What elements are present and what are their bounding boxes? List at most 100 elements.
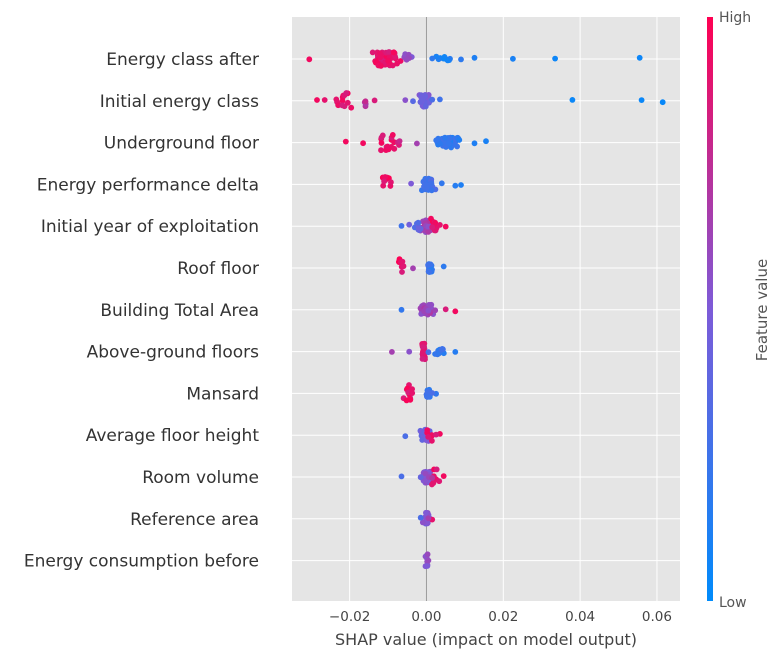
shap-point bbox=[442, 306, 449, 313]
shap-point bbox=[428, 180, 435, 187]
shap-point bbox=[419, 437, 426, 443]
shap-point bbox=[438, 180, 445, 187]
shap-point bbox=[424, 394, 431, 400]
shap-point bbox=[399, 269, 405, 275]
shap-point bbox=[442, 134, 448, 141]
x-tick-label: 0.04 bbox=[565, 609, 595, 625]
shap-point bbox=[659, 99, 666, 106]
shap-point bbox=[377, 54, 384, 61]
shap-point bbox=[423, 181, 430, 188]
shap-point bbox=[343, 90, 350, 96]
shap-point bbox=[360, 140, 366, 147]
shap-point bbox=[379, 132, 386, 139]
shap-point bbox=[415, 219, 422, 226]
colorbar-title: Feature value bbox=[753, 259, 771, 361]
shap-point bbox=[421, 350, 427, 356]
shap-point bbox=[437, 96, 443, 103]
shap-point bbox=[409, 386, 415, 392]
shap-point bbox=[445, 140, 452, 147]
shap-point bbox=[389, 349, 395, 355]
shap-point bbox=[339, 102, 346, 109]
shap-point bbox=[400, 263, 407, 270]
shap-point bbox=[381, 178, 387, 185]
shap-point bbox=[419, 519, 426, 526]
shap-point bbox=[389, 132, 396, 138]
shap-point bbox=[416, 225, 422, 232]
shap-point bbox=[314, 97, 320, 103]
x-tick-label: −0.02 bbox=[329, 609, 370, 625]
beeswarm-points bbox=[306, 49, 666, 570]
colorbar-high-label: High bbox=[719, 10, 751, 26]
feature-label: Building Total Area bbox=[100, 301, 259, 321]
shap-point bbox=[371, 97, 378, 104]
feature-label: Roof floor bbox=[177, 259, 259, 279]
shap-point bbox=[410, 265, 416, 272]
shap-point bbox=[440, 473, 447, 479]
shap-point bbox=[433, 466, 440, 473]
shap-point bbox=[419, 93, 425, 100]
shap-point bbox=[403, 56, 410, 63]
feature-label: Reference area bbox=[130, 510, 259, 530]
feature-label: Underground floor bbox=[104, 134, 259, 154]
shap-point bbox=[425, 307, 432, 314]
shap-point bbox=[385, 57, 391, 64]
feature-label: Mansard bbox=[186, 384, 259, 404]
shap-point bbox=[406, 221, 413, 228]
shap-point bbox=[403, 397, 410, 404]
shap-point bbox=[417, 474, 424, 481]
shap-point bbox=[410, 98, 416, 105]
feature-label: Average floor height bbox=[86, 426, 260, 446]
shap-point bbox=[452, 349, 459, 355]
feature-label: Energy consumption before bbox=[24, 552, 259, 572]
shap-point bbox=[406, 348, 413, 355]
shap-point bbox=[384, 143, 391, 150]
shap-point bbox=[333, 96, 340, 103]
shap-point bbox=[306, 56, 313, 63]
shap-point bbox=[402, 97, 409, 103]
shap-point bbox=[510, 55, 516, 62]
shap-point bbox=[456, 137, 463, 143]
feature-label: Initial energy class bbox=[100, 92, 259, 112]
shap-point bbox=[419, 344, 426, 350]
shap-point bbox=[388, 179, 394, 186]
shap-point bbox=[483, 138, 489, 145]
shap-point bbox=[424, 563, 431, 569]
shap-point bbox=[452, 182, 459, 189]
shap-point bbox=[437, 222, 443, 228]
shap-point bbox=[386, 49, 392, 55]
shap-point bbox=[452, 308, 459, 315]
shap-point bbox=[442, 223, 449, 230]
shap-point bbox=[458, 182, 464, 188]
x-axis-ticks: −0.02 0.00 0.02 0.04 0.06 bbox=[329, 609, 672, 625]
shap-point bbox=[426, 269, 433, 275]
shap-point bbox=[344, 99, 351, 106]
shap-point bbox=[425, 557, 432, 564]
shap-point bbox=[378, 140, 385, 146]
x-tick-label: 0.00 bbox=[411, 609, 441, 625]
x-tick-label: 0.02 bbox=[488, 609, 518, 625]
shap-point bbox=[399, 258, 406, 265]
shap-point bbox=[362, 98, 369, 105]
shap-point bbox=[425, 349, 432, 356]
feature-label: Above-ground floors bbox=[87, 343, 260, 363]
shap-point bbox=[429, 96, 436, 103]
shap-point bbox=[414, 140, 420, 147]
shap-point bbox=[396, 138, 403, 145]
shap-point bbox=[422, 103, 429, 110]
grid-lines bbox=[292, 17, 680, 601]
feature-label: Energy performance delta bbox=[37, 175, 259, 195]
shap-point bbox=[369, 49, 376, 56]
shap-point bbox=[433, 137, 440, 144]
shap-point bbox=[398, 223, 405, 229]
x-axis-title: SHAP value (impact on model output) bbox=[335, 630, 637, 649]
x-tick-label: 0.06 bbox=[642, 609, 672, 625]
shap-point bbox=[419, 356, 426, 362]
shap-point bbox=[348, 104, 355, 111]
shap-point bbox=[636, 54, 643, 61]
shap-point bbox=[390, 49, 397, 56]
shap-point bbox=[425, 434, 432, 440]
shap-point bbox=[394, 60, 400, 67]
shap-point bbox=[429, 55, 436, 62]
shap-point bbox=[471, 54, 478, 61]
